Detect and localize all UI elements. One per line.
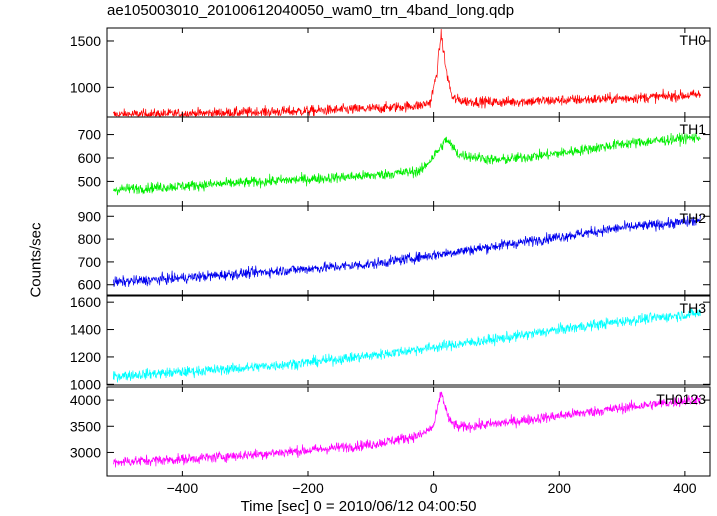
panel-th3: 1000 1200 1400 1600 TH3 <box>70 294 711 392</box>
y-tick-label: 700 <box>78 127 102 143</box>
y-tick-label: 3500 <box>70 418 101 434</box>
y-tick-label: 500 <box>78 173 102 189</box>
y-tick-label: 1500 <box>70 33 101 49</box>
y-tick-label: 4000 <box>70 392 101 408</box>
panel-label-th0123: TH0123 <box>656 391 706 407</box>
y-tick-label: 1200 <box>70 349 101 365</box>
panel-label-th3: TH3 <box>680 300 707 316</box>
y-tick-label: 1600 <box>70 294 101 310</box>
x-tick-label: −400 <box>167 480 199 496</box>
y-tick-label: 800 <box>78 231 102 247</box>
panel-label-th2: TH2 <box>680 210 707 226</box>
chart-title: ae105003010_20100612040050_wam0_trn_4ban… <box>107 2 515 19</box>
x-tick-label: 0 <box>430 480 438 496</box>
y-tick-label: 1000 <box>70 79 101 95</box>
panel-frame <box>106 295 711 386</box>
x-tick-label: 400 <box>673 480 697 496</box>
panel-th2: 600 700 800 900 TH2 <box>78 205 711 296</box>
series-line-th2 <box>112 215 701 287</box>
x-tick-label: −200 <box>292 480 324 496</box>
y-tick-label: 600 <box>78 277 102 293</box>
panel-frame <box>106 386 711 477</box>
series-line-th1 <box>112 132 701 196</box>
series-line-th3 <box>112 307 701 383</box>
y-tick-label: 600 <box>78 150 102 166</box>
panel-frame <box>106 205 711 296</box>
y-tick-label: 3000 <box>70 444 101 460</box>
panel-th0: 1000 1500 TH0 <box>70 27 711 118</box>
panel-frame <box>106 116 711 207</box>
panel-th0123: 3000 3500 4000 TH0123 −400 −200 0 200 400 <box>70 386 711 496</box>
y-tick-label: 700 <box>78 254 102 270</box>
y-tick-label: 900 <box>78 208 102 224</box>
series-line-th0123 <box>113 391 701 468</box>
y-tick-label: 1400 <box>70 322 101 338</box>
panel-th1: 500 600 700 TH1 <box>78 116 711 207</box>
x-axis-label: Time [sec] 0 = 2010/06/12 04:00:50 <box>240 498 477 515</box>
panel-label-th0: TH0 <box>680 32 707 48</box>
panel-label-th1: TH1 <box>680 121 707 137</box>
x-tick-label: 200 <box>548 480 572 496</box>
series-line-th0 <box>112 28 701 118</box>
y-tick-label: 1000 <box>70 376 101 392</box>
